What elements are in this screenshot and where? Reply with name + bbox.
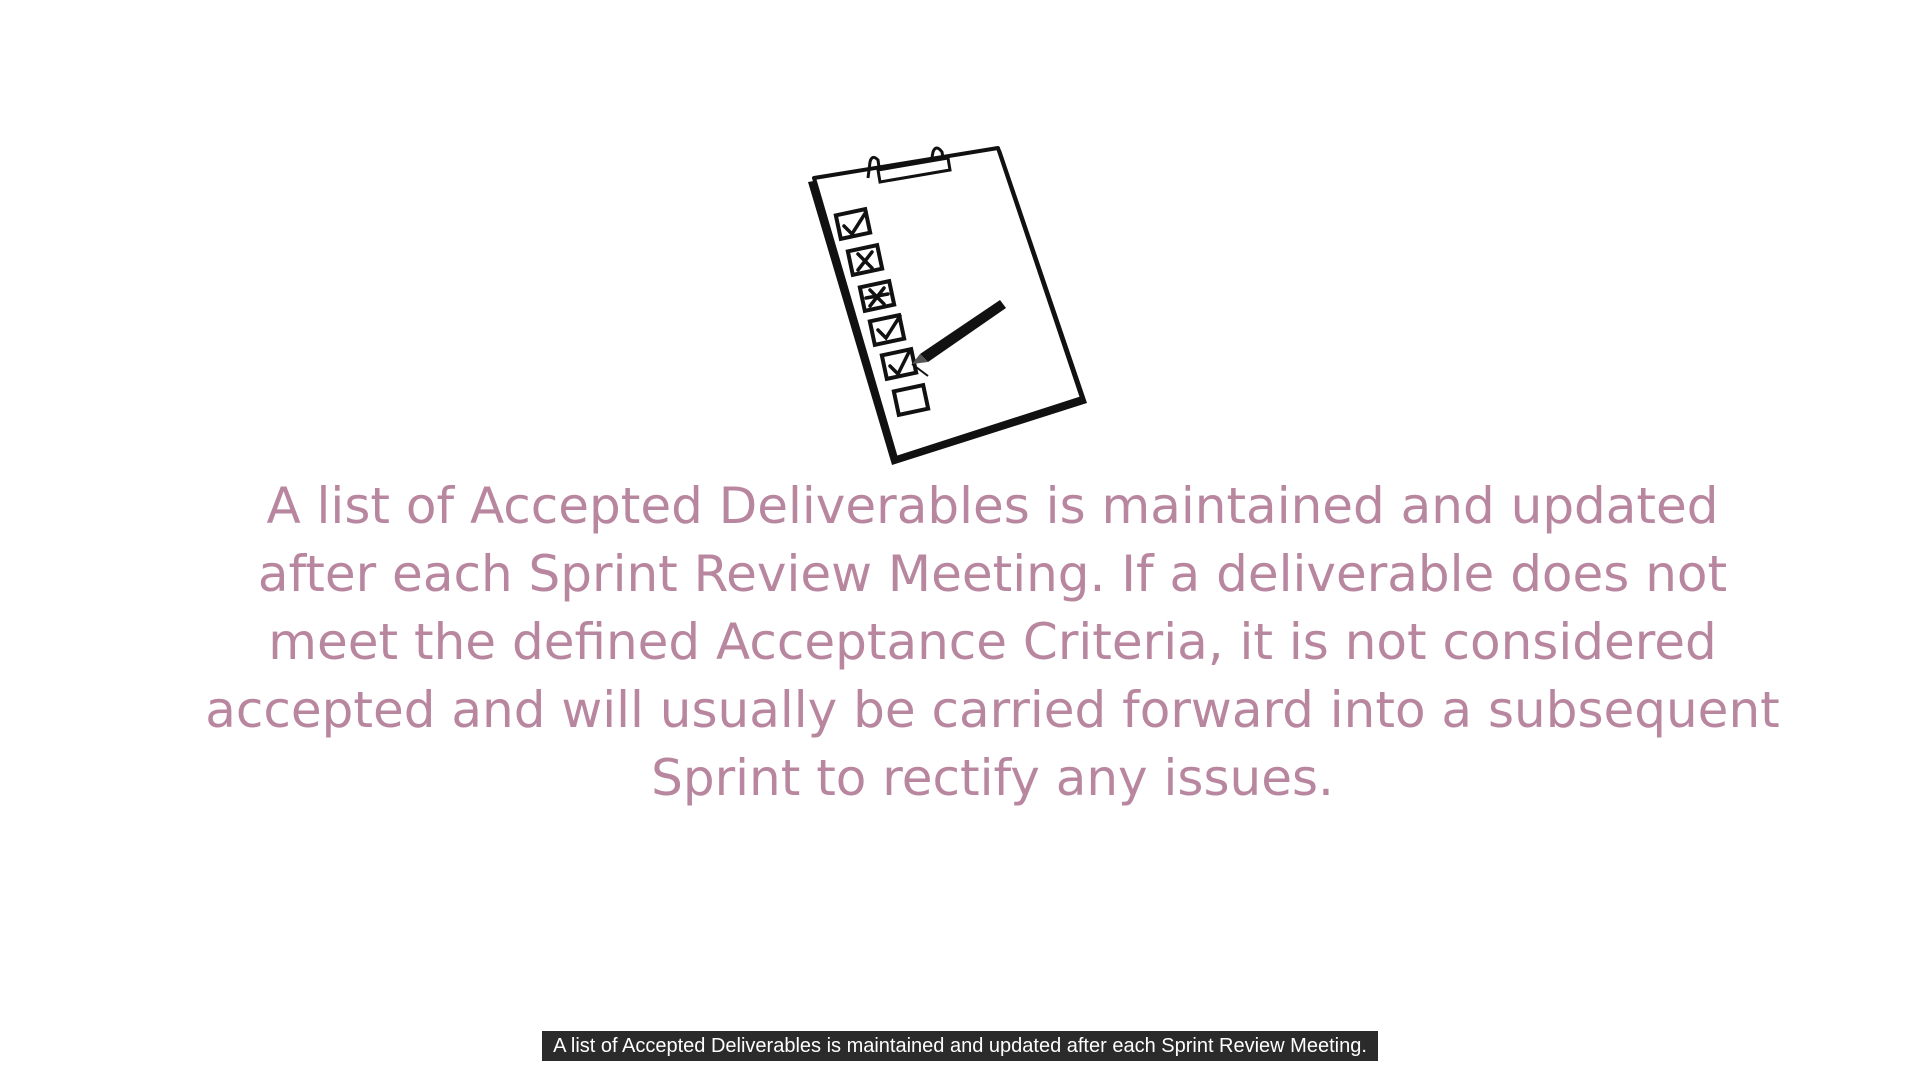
subtitle-caption: A list of Accepted Deliverables is maint… [542,1031,1378,1061]
caption-container: A list of Accepted Deliverables is maint… [0,1031,1920,1061]
pencil-icon [911,300,1006,377]
clipboard-checklist-icon [808,146,1087,465]
slide-body-text: A list of Accepted Deliverables is maint… [205,477,1780,807]
